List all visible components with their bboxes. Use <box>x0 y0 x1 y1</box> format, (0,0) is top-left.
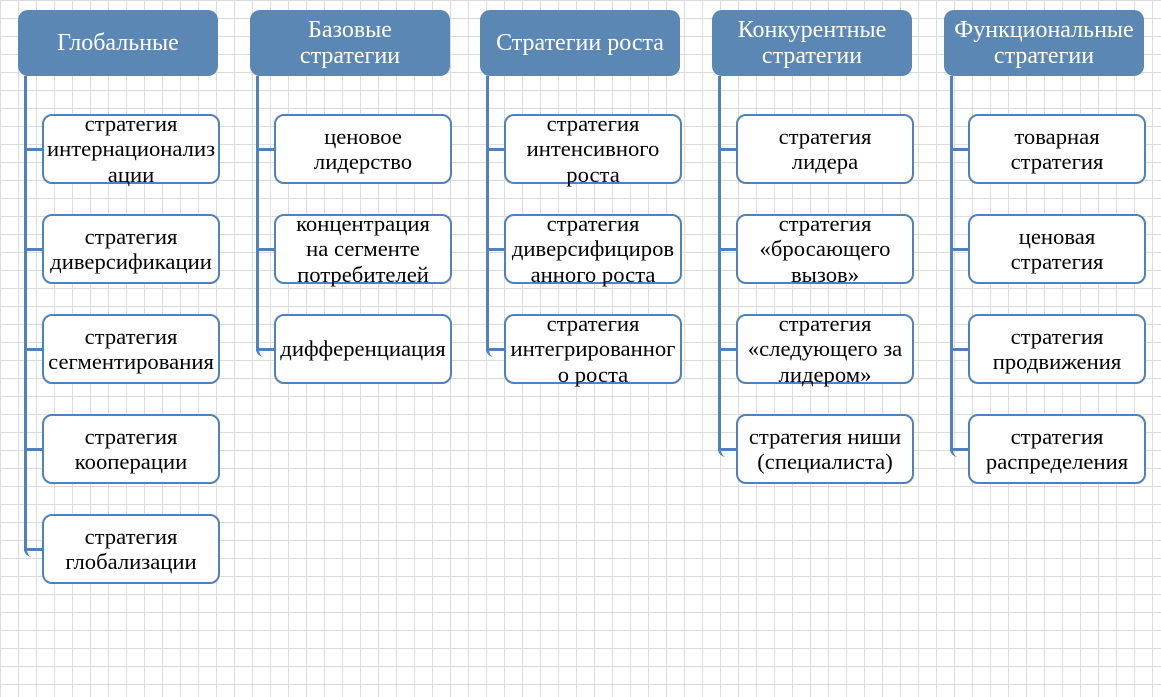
connector-branch <box>256 348 276 351</box>
connector-branch <box>950 348 970 351</box>
connector-branch <box>24 348 44 351</box>
strategy-item: стратегия интегрированног о роста <box>504 314 682 384</box>
column-header: Конкурентные стратегии <box>712 10 912 76</box>
connector-branch <box>256 148 276 151</box>
strategy-item: стратегия сегментирования <box>42 314 220 384</box>
strategy-item: дифференциация <box>274 314 452 384</box>
strategy-item: стратегия глобализации <box>42 514 220 584</box>
strategy-item: стратегия распределения <box>968 414 1146 484</box>
strategy-item: стратегия диверсификации <box>42 214 220 284</box>
strategy-item: стратегия «бросающего вызов» <box>736 214 914 284</box>
connector-branch <box>24 248 44 251</box>
connector-branch <box>950 148 970 151</box>
connector-branch <box>718 348 738 351</box>
strategy-item: стратегия интернационализ ации <box>42 114 220 184</box>
column-header: Функциональные стратегии <box>944 10 1144 76</box>
column-4: Функциональные стратегиитоварная стратег… <box>944 10 1154 76</box>
connector-branch <box>24 448 44 451</box>
connector-branch <box>486 248 506 251</box>
column-header: Глобальные <box>18 10 218 76</box>
strategy-item: ценовая стратегия <box>968 214 1146 284</box>
strategy-item: стратегия кооперации <box>42 414 220 484</box>
column-0: Глобальныестратегия интернационализ ации… <box>18 10 228 76</box>
connector-branch <box>24 148 44 151</box>
strategy-item: стратегия лидера <box>736 114 914 184</box>
strategy-item: стратегия диверсифициров анного роста <box>504 214 682 284</box>
connector-branch <box>24 548 44 551</box>
strategy-item: ценовое лидерство <box>274 114 452 184</box>
column-header: Базовые стратегии <box>250 10 450 76</box>
connector-branch <box>718 248 738 251</box>
column-header: Стратегии роста <box>480 10 680 76</box>
connector-branch <box>950 448 970 451</box>
connector-branch <box>486 348 506 351</box>
column-2: Стратегии ростастратегия интенсивного ро… <box>480 10 690 76</box>
connector-branch <box>718 148 738 151</box>
connector-branch <box>718 448 738 451</box>
strategy-item: стратегия ниши (специалиста) <box>736 414 914 484</box>
column-3: Конкурентные стратегиистратегия лидераст… <box>712 10 922 76</box>
connector-branch <box>256 248 276 251</box>
column-1: Базовые стратегииценовое лидерствоконцен… <box>250 10 460 76</box>
connector-branch <box>950 248 970 251</box>
strategy-item: стратегия интенсивного роста <box>504 114 682 184</box>
connector-branch <box>486 148 506 151</box>
strategy-item: стратегия продвижения <box>968 314 1146 384</box>
strategy-item: концентрация на сегменте потребителей <box>274 214 452 284</box>
strategy-item: товарная стратегия <box>968 114 1146 184</box>
strategy-item: стратегия «следующего за лидером» <box>736 314 914 384</box>
